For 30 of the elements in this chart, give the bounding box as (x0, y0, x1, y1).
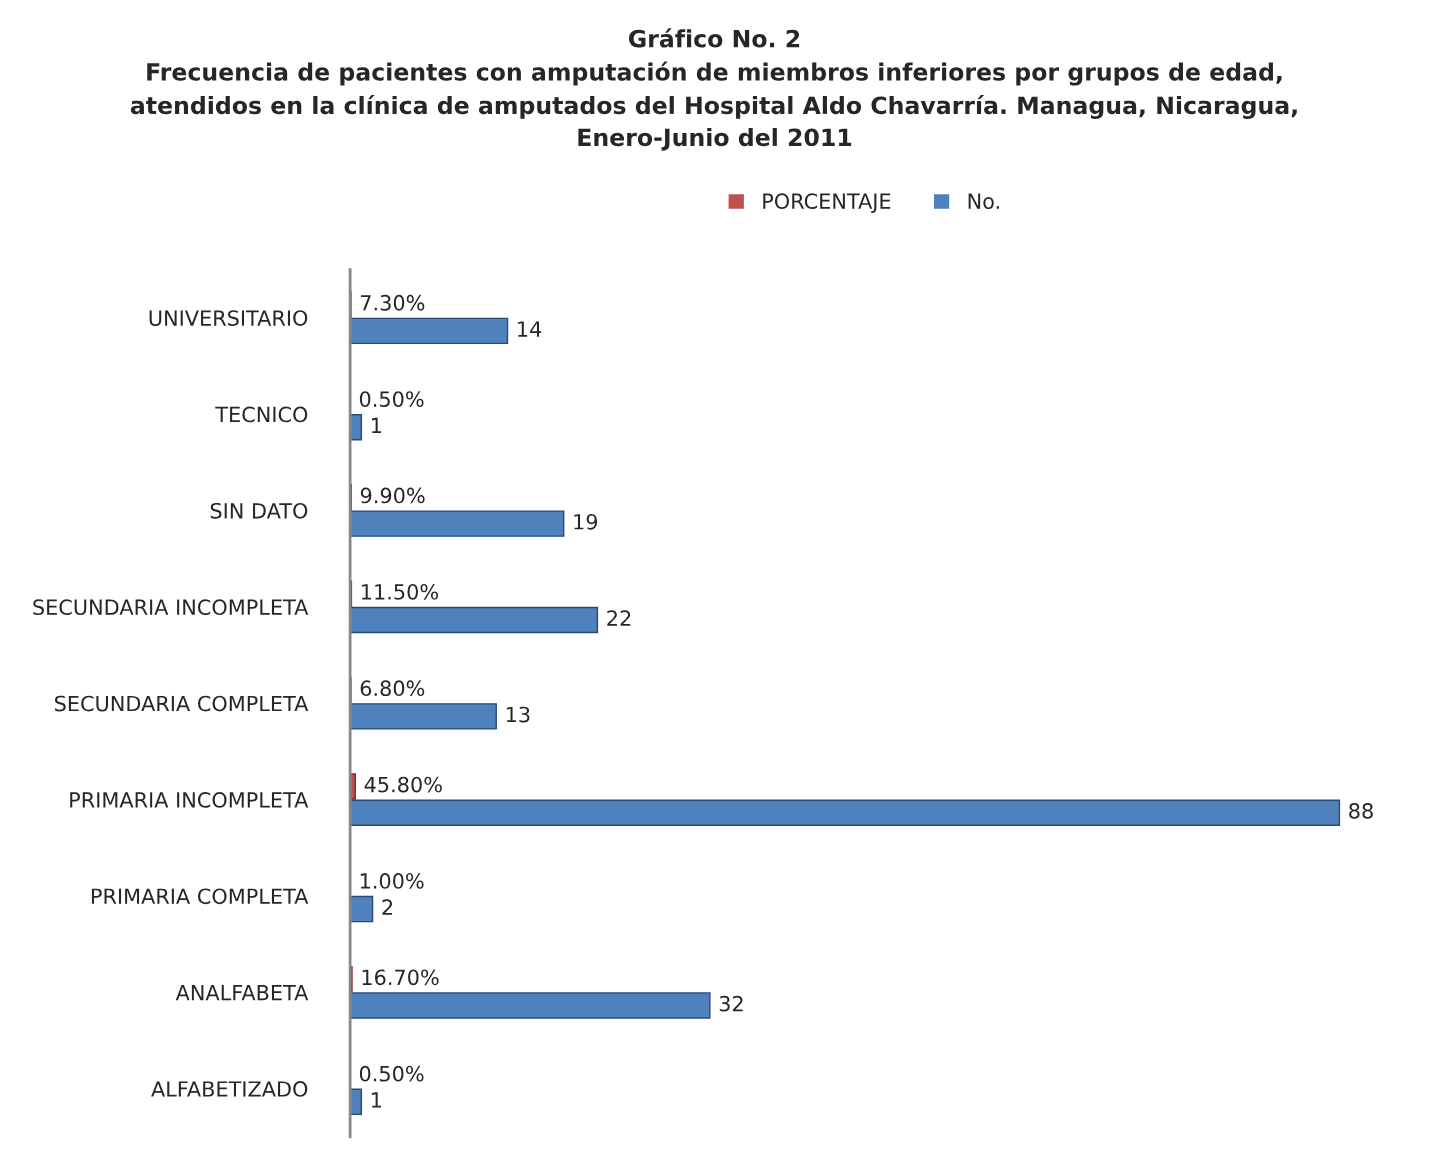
data-label: 11.50% (362, 583, 439, 600)
data-label: 0.50% (359, 1065, 424, 1082)
data-label: 9.90% (360, 487, 425, 504)
y-tick-label: SECUNDARIA INCOMPLETA (33, 599, 309, 616)
data-label: 16.70% (362, 969, 439, 986)
legend-label: PORCENTAJE (763, 193, 891, 213)
y-tick-label: ALFABETIZADO (151, 1081, 308, 1097)
data-label: 2 (382, 899, 393, 915)
y-tick-label: TECNICO (215, 406, 308, 423)
chart-title: Gráfico No. 2 Frecuencia de pacientes con amputación de miembros inferiores por grupos de edad, atendidos en la clínica de amputados del Hospital Aldo Chavarría. Managua, Nicaragua, Enero-Junio del 2011 (130, 28, 1297, 151)
legend-label: No. (968, 193, 999, 210)
y-tick-label: SECUNDARIA COMPLETA (55, 695, 309, 712)
data-label: 1.00% (360, 873, 424, 889)
data-label: 0.50% (359, 391, 424, 407)
data-label: 14 (518, 321, 542, 337)
y-tick-label: UNIVERSITARIO (149, 310, 308, 326)
data-label: 88 (1349, 803, 1373, 819)
data-label: 7.30% (360, 294, 425, 311)
data-label: 32 (719, 995, 743, 1012)
y-tick-label: PRIMARIA INCOMPLETA (70, 792, 309, 808)
data-label: 19 (574, 513, 598, 530)
data-label: 13 (506, 706, 530, 723)
y-tick-label: ANALFABETA (175, 985, 309, 1001)
data-label: 45.80% (364, 776, 442, 793)
data-label: 22 (607, 610, 631, 626)
data-label: 1 (371, 417, 382, 434)
data-label: 6.80% (360, 680, 425, 697)
y-tick-label: SIN DATO (210, 502, 308, 519)
data-label: 1 (371, 1092, 382, 1108)
y-tick-label: PRIMARIA COMPLETA (91, 888, 309, 905)
